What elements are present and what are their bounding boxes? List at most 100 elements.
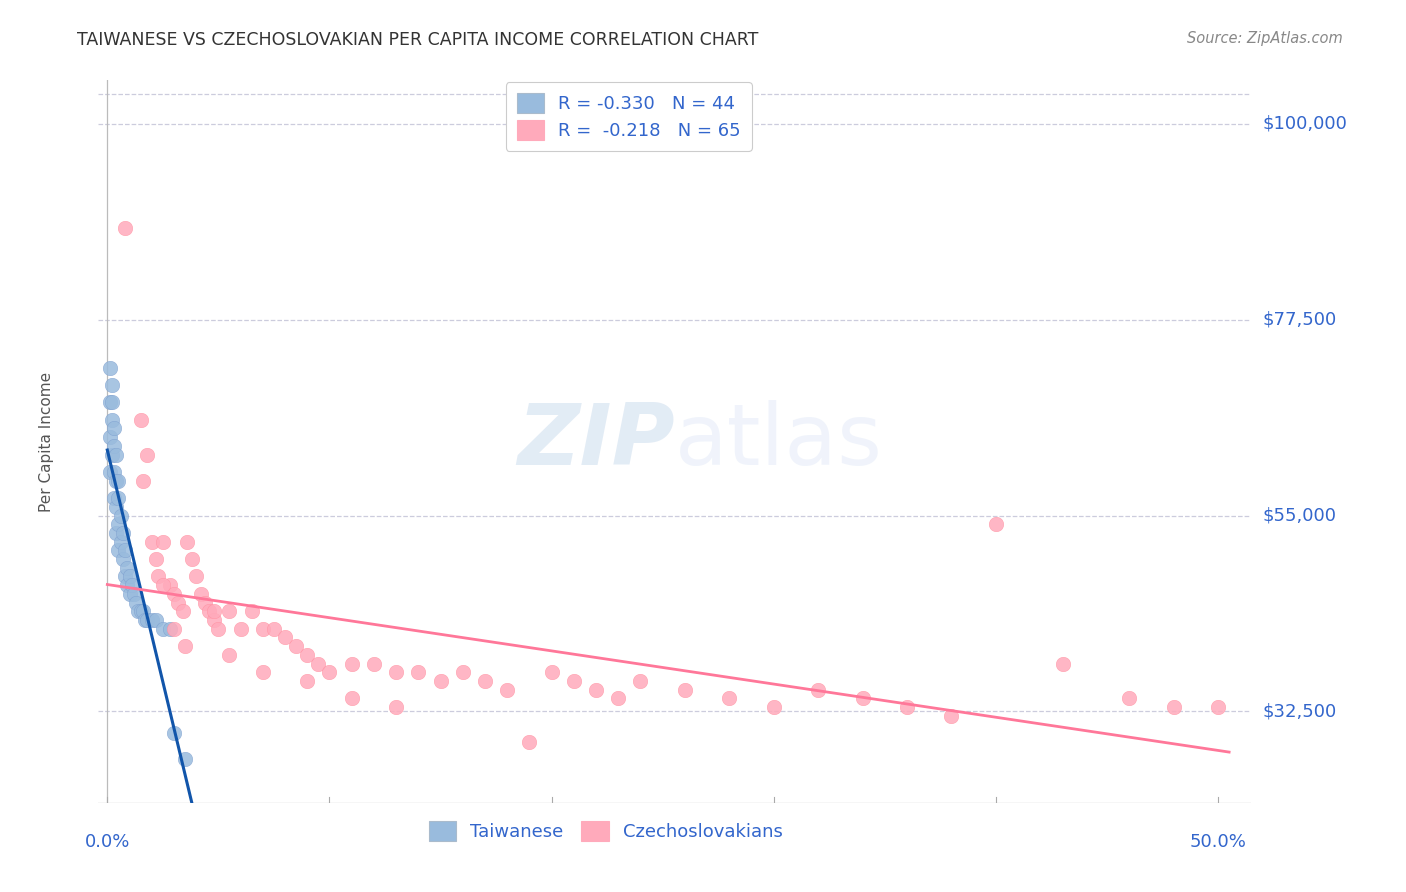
Point: [762, 700, 785, 714]
Point: [186, 569, 208, 583]
Point: [202, 604, 225, 618]
Text: $32,500: $32,500: [1263, 702, 1337, 721]
Point: [114, 221, 136, 235]
Point: [673, 682, 696, 697]
Point: [125, 596, 148, 610]
Point: [122, 587, 145, 601]
Point: [103, 465, 125, 479]
Point: [159, 622, 181, 636]
Point: [252, 622, 274, 636]
Point: [103, 491, 125, 505]
Point: [136, 613, 159, 627]
Text: ZIP: ZIP: [517, 400, 675, 483]
Point: [198, 604, 221, 618]
Point: [100, 448, 122, 462]
Point: [117, 578, 139, 592]
Point: [340, 657, 363, 671]
Point: [496, 682, 519, 697]
Point: [297, 648, 319, 662]
Point: [274, 631, 297, 645]
Point: [540, 665, 562, 680]
Point: [98, 360, 121, 375]
Point: [105, 525, 128, 540]
Point: [141, 613, 163, 627]
Point: [163, 622, 186, 636]
Text: $55,000: $55,000: [1263, 507, 1337, 524]
Legend: Taiwanese, Czechoslovakians: Taiwanese, Czechoslovakians: [422, 814, 790, 848]
Point: [129, 604, 152, 618]
Point: [297, 673, 319, 688]
Point: [1163, 700, 1185, 714]
Point: [318, 665, 340, 680]
Point: [107, 517, 129, 532]
Point: [107, 543, 129, 558]
Point: [807, 682, 830, 697]
Text: 0.0%: 0.0%: [84, 833, 129, 851]
Point: [110, 534, 132, 549]
Point: [152, 622, 174, 636]
Text: TAIWANESE VS CZECHOSLOVAKIAN PER CAPITA INCOME CORRELATION CHART: TAIWANESE VS CZECHOSLOVAKIAN PER CAPITA …: [77, 31, 759, 49]
Point: [340, 691, 363, 706]
Text: $77,500: $77,500: [1263, 310, 1337, 328]
Point: [100, 395, 122, 409]
Point: [385, 665, 408, 680]
Point: [132, 604, 155, 618]
Point: [218, 604, 240, 618]
Point: [630, 673, 652, 688]
Point: [474, 673, 496, 688]
Text: atlas: atlas: [675, 400, 883, 483]
Point: [1052, 657, 1074, 671]
Point: [163, 587, 186, 601]
Point: [519, 735, 541, 749]
Point: [111, 525, 134, 540]
Point: [190, 587, 212, 601]
Point: [134, 613, 156, 627]
Point: [105, 474, 128, 488]
Point: [100, 413, 122, 427]
Point: [98, 430, 121, 444]
Point: [107, 474, 129, 488]
Point: [607, 691, 630, 706]
Point: [1118, 691, 1140, 706]
Point: [114, 543, 136, 558]
Point: [176, 534, 198, 549]
Point: [229, 622, 252, 636]
Point: [385, 700, 408, 714]
Point: [263, 622, 285, 636]
Point: [172, 604, 194, 618]
Point: [562, 673, 585, 688]
Point: [129, 413, 152, 427]
Point: [451, 665, 474, 680]
Point: [174, 639, 197, 653]
Point: [105, 448, 128, 462]
Text: $100,000: $100,000: [1263, 115, 1347, 133]
Point: [202, 613, 225, 627]
Point: [98, 465, 121, 479]
Point: [148, 569, 170, 583]
Point: [1206, 700, 1229, 714]
Point: [145, 552, 167, 566]
Point: [118, 587, 141, 601]
Point: [180, 552, 202, 566]
Point: [98, 395, 121, 409]
Point: [159, 578, 181, 592]
Text: 50.0%: 50.0%: [1189, 833, 1247, 851]
Point: [307, 657, 329, 671]
Point: [408, 665, 430, 680]
Point: [152, 534, 174, 549]
Text: Source: ZipAtlas.com: Source: ZipAtlas.com: [1187, 31, 1343, 46]
Point: [174, 752, 197, 766]
Point: [152, 578, 174, 592]
Point: [984, 517, 1007, 532]
Point: [852, 691, 875, 706]
Point: [218, 648, 240, 662]
Point: [105, 500, 128, 514]
Point: [141, 534, 163, 549]
Point: [145, 613, 167, 627]
Point: [114, 569, 136, 583]
Point: [429, 673, 451, 688]
Point: [111, 552, 134, 566]
Point: [167, 596, 190, 610]
Point: [136, 448, 159, 462]
Point: [585, 682, 607, 697]
